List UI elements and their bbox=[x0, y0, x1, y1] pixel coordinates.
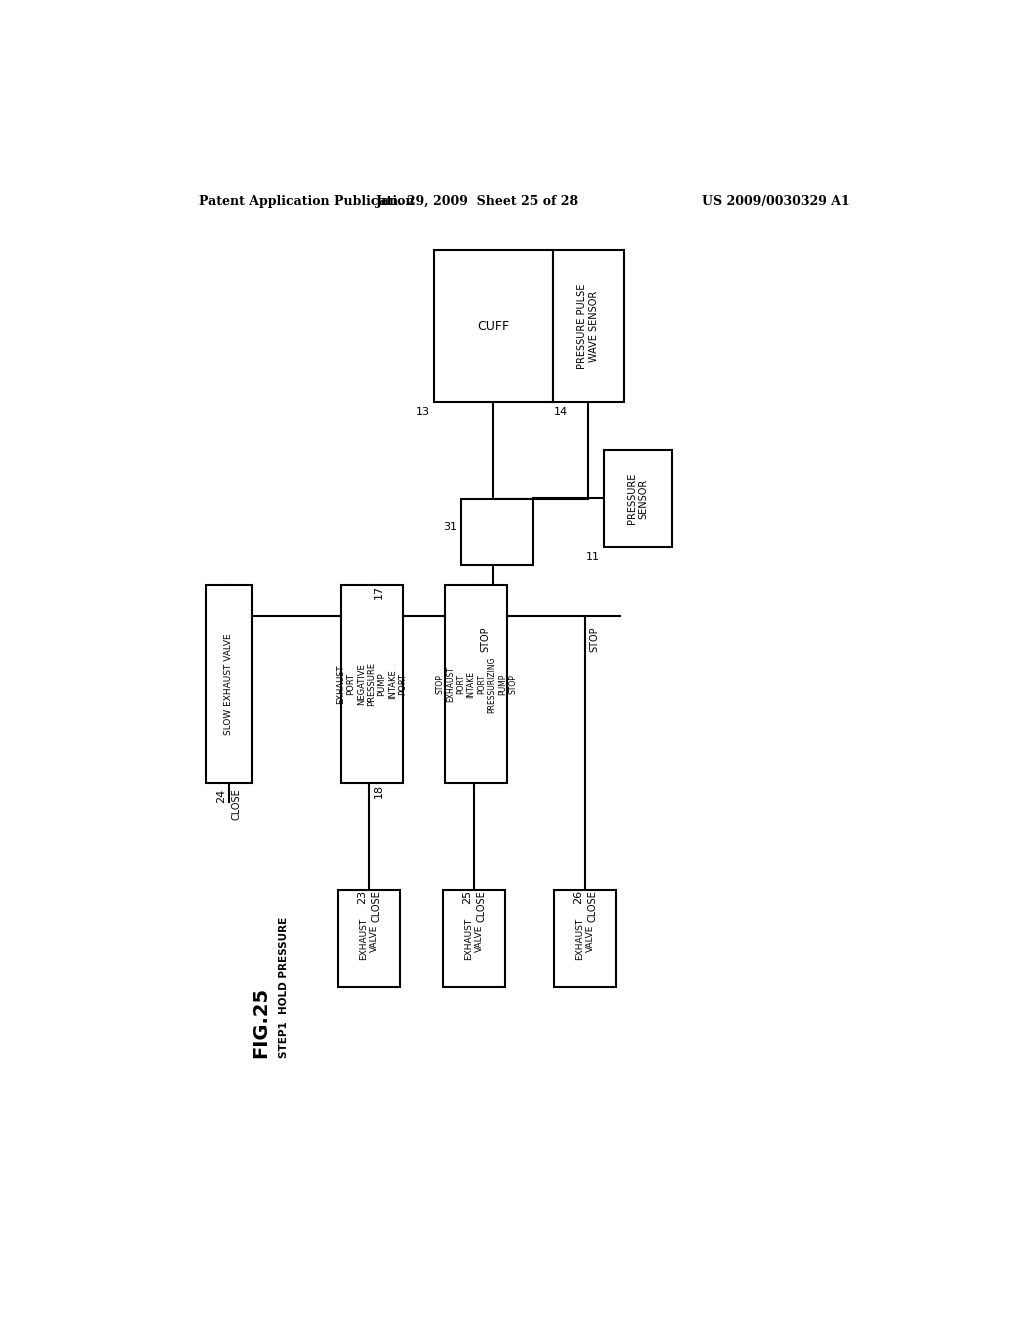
FancyBboxPatch shape bbox=[554, 890, 616, 987]
Text: FIG.25: FIG.25 bbox=[251, 987, 270, 1057]
Text: 11: 11 bbox=[586, 552, 600, 562]
Text: STOP: STOP bbox=[480, 626, 490, 652]
Text: CLOSE: CLOSE bbox=[588, 890, 597, 921]
Text: EXHAUST
PORT
NEGATIVE
PRESSURE
PUMP
INTAKE
PORT: EXHAUST PORT NEGATIVE PRESSURE PUMP INTA… bbox=[336, 663, 408, 706]
Text: CLOSE: CLOSE bbox=[476, 890, 486, 921]
Text: 17: 17 bbox=[374, 585, 384, 599]
FancyBboxPatch shape bbox=[433, 249, 553, 403]
Text: EXHAUST
VALVE: EXHAUST VALVE bbox=[359, 917, 379, 960]
FancyBboxPatch shape bbox=[553, 249, 624, 403]
FancyBboxPatch shape bbox=[338, 890, 400, 987]
Text: STEP1  HOLD PRESSURE: STEP1 HOLD PRESSURE bbox=[279, 916, 289, 1057]
FancyBboxPatch shape bbox=[206, 585, 252, 784]
Text: 14: 14 bbox=[554, 408, 568, 417]
Text: STOP
EXHAUST
PORT
INTAKE
PORT
PRESSURIZING
PUMP
STOP: STOP EXHAUST PORT INTAKE PORT PRESSURIZI… bbox=[435, 656, 517, 713]
Text: EXHAUST
VALVE: EXHAUST VALVE bbox=[464, 917, 483, 960]
Text: STOP: STOP bbox=[589, 626, 599, 652]
Text: US 2009/0030329 A1: US 2009/0030329 A1 bbox=[702, 195, 850, 209]
Text: CLOSE: CLOSE bbox=[372, 890, 382, 921]
Text: PRESSURE
SENSOR: PRESSURE SENSOR bbox=[627, 473, 648, 524]
Text: 25: 25 bbox=[462, 890, 472, 904]
Text: EXHAUST
VALVE: EXHAUST VALVE bbox=[575, 917, 595, 960]
FancyBboxPatch shape bbox=[461, 499, 532, 565]
Text: PRESSURE PULSE
WAVE SENSOR: PRESSURE PULSE WAVE SENSOR bbox=[578, 284, 599, 368]
Text: CUFF: CUFF bbox=[477, 319, 509, 333]
Text: 31: 31 bbox=[443, 521, 458, 532]
FancyBboxPatch shape bbox=[443, 890, 505, 987]
Text: 26: 26 bbox=[572, 890, 583, 904]
Text: 18: 18 bbox=[374, 784, 384, 797]
Text: Jan. 29, 2009  Sheet 25 of 28: Jan. 29, 2009 Sheet 25 of 28 bbox=[376, 195, 579, 209]
Text: CLOSE: CLOSE bbox=[231, 788, 242, 820]
FancyBboxPatch shape bbox=[445, 585, 507, 784]
FancyBboxPatch shape bbox=[341, 585, 402, 784]
Text: 24: 24 bbox=[216, 788, 226, 803]
Text: 13: 13 bbox=[416, 408, 430, 417]
FancyBboxPatch shape bbox=[604, 450, 672, 546]
Text: 23: 23 bbox=[357, 890, 367, 904]
Text: SLOW EXHAUST VALVE: SLOW EXHAUST VALVE bbox=[224, 634, 233, 735]
Text: Patent Application Publication: Patent Application Publication bbox=[200, 195, 415, 209]
